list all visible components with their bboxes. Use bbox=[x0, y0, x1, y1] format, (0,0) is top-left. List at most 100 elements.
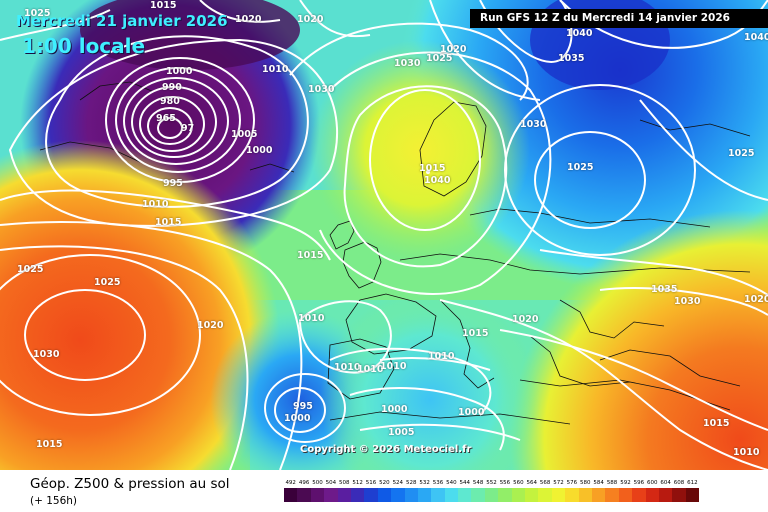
pressure-label: 1030 bbox=[674, 296, 701, 307]
pressure-label: 965 bbox=[156, 113, 176, 124]
scale-cell: 588 bbox=[605, 479, 619, 502]
scale-swatch bbox=[645, 488, 659, 502]
geopotential-field bbox=[0, 0, 768, 470]
pressure-label: 1000 bbox=[166, 66, 193, 77]
pressure-label: 1040 bbox=[566, 28, 593, 39]
pressure-label: 1015 bbox=[36, 439, 63, 450]
scale-swatch bbox=[404, 488, 418, 502]
scale-swatch bbox=[498, 488, 512, 502]
pressure-label: 1015 bbox=[462, 328, 489, 339]
scale-label: 588 bbox=[606, 480, 618, 486]
pressure-label: 1005 bbox=[388, 427, 415, 438]
scale-cell: 576 bbox=[565, 479, 579, 502]
scale-swatch bbox=[565, 488, 579, 502]
scale-swatch bbox=[618, 488, 633, 502]
pressure-label: 1010 bbox=[428, 351, 455, 362]
scale-swatch bbox=[538, 488, 552, 502]
pressure-label: 1010 bbox=[142, 199, 169, 210]
scale-label: 512 bbox=[352, 480, 363, 486]
pressure-label: 1010 bbox=[733, 447, 760, 458]
pressure-label: 1015 bbox=[703, 418, 730, 429]
scale-swatch bbox=[591, 488, 606, 502]
scale-label: 528 bbox=[405, 480, 417, 486]
copyright-label: Copyright © 2026 Meteociel.fr bbox=[300, 444, 472, 455]
scale-label: 492 bbox=[285, 480, 296, 486]
scale-swatch bbox=[685, 488, 700, 502]
scale-cell: 592 bbox=[618, 479, 633, 502]
pressure-label: 1010 bbox=[380, 361, 407, 372]
scale-label: 544 bbox=[459, 480, 471, 486]
scale-cell: 540 bbox=[444, 479, 459, 502]
scale-cell: 580 bbox=[578, 479, 592, 502]
scale-label: 560 bbox=[513, 480, 524, 486]
high-center-marker bbox=[426, 170, 430, 174]
scale-label: 592 bbox=[620, 480, 631, 486]
scale-label: 508 bbox=[339, 480, 350, 486]
pressure-label: 1020 bbox=[235, 14, 262, 25]
scale-swatch bbox=[525, 488, 539, 502]
scale-swatch bbox=[511, 488, 526, 502]
scale-label: 516 bbox=[365, 480, 377, 486]
scale-cell: 508 bbox=[337, 479, 351, 502]
forecast-date-label: Mercredi 21 janvier 2026 bbox=[16, 12, 228, 30]
scale-label: 500 bbox=[312, 480, 323, 486]
pressure-label: 1015 bbox=[150, 0, 177, 11]
pressure-label: 1000 bbox=[246, 145, 273, 156]
scale-swatch bbox=[364, 488, 378, 502]
pressure-label: 1035 bbox=[651, 284, 678, 295]
scale-swatch bbox=[391, 488, 405, 502]
scale-label: 532 bbox=[419, 480, 430, 486]
pressure-label: 1030 bbox=[33, 349, 60, 360]
scale-cell: 512 bbox=[350, 479, 365, 502]
scale-label: 596 bbox=[633, 480, 645, 486]
scale-label: 604 bbox=[660, 480, 671, 486]
scale-label: 524 bbox=[392, 480, 404, 486]
scale-swatch bbox=[658, 488, 673, 502]
legend-title: Géop. Z500 & pression au sol bbox=[30, 476, 230, 492]
pressure-label: 1020 bbox=[297, 14, 324, 25]
scale-label: 540 bbox=[446, 480, 457, 486]
scale-label: 536 bbox=[432, 480, 444, 486]
scale-cell: 548 bbox=[471, 479, 485, 502]
pressure-label: 1000 bbox=[284, 413, 311, 424]
weather-map: Mercredi 21 janvier 2026 1:00 locale Run… bbox=[0, 0, 768, 470]
pressure-label: 1020 bbox=[440, 44, 467, 55]
scale-label: 568 bbox=[539, 480, 551, 486]
scale-cell: 500 bbox=[310, 479, 325, 502]
scale-label: 612 bbox=[687, 480, 698, 486]
pressure-label: 1025 bbox=[17, 264, 44, 275]
scale-label: 572 bbox=[553, 480, 564, 486]
pressure-label: 1020 bbox=[197, 320, 224, 331]
scale-swatch bbox=[632, 488, 646, 502]
scale-cell: 552 bbox=[484, 479, 499, 502]
scale-label: 520 bbox=[379, 480, 390, 486]
run-info-label: Run GFS 12 Z du Mercredi 14 janvier 2026 bbox=[470, 9, 768, 28]
pressure-label: 1020 bbox=[512, 314, 539, 325]
pressure-label: 1040 bbox=[424, 175, 451, 186]
scale-cell: 608 bbox=[672, 479, 686, 502]
pressure-label: 1025 bbox=[728, 148, 755, 159]
pressure-label: 995 bbox=[293, 401, 313, 412]
scale-label: 580 bbox=[580, 480, 591, 486]
scale-swatch bbox=[284, 488, 298, 502]
scale-swatch bbox=[672, 488, 686, 502]
scale-cell: 492 bbox=[284, 479, 298, 502]
scale-cell: 584 bbox=[591, 479, 606, 502]
scale-cell: 496 bbox=[297, 479, 311, 502]
pressure-label: 97 bbox=[181, 123, 195, 134]
pressure-label: 1030 bbox=[520, 119, 547, 130]
scale-cell: 524 bbox=[391, 479, 405, 502]
scale-label: 552 bbox=[486, 480, 497, 486]
scale-swatch bbox=[458, 488, 472, 502]
scale-cell: 612 bbox=[685, 479, 700, 502]
pressure-label: 1025 bbox=[567, 162, 594, 173]
pressure-label: 990 bbox=[162, 82, 182, 93]
pressure-label: 1000 bbox=[458, 407, 485, 418]
scale-label: 496 bbox=[298, 480, 310, 486]
scale-swatch bbox=[444, 488, 459, 502]
pressure-label: 1015 bbox=[419, 163, 446, 174]
scale-swatch bbox=[551, 488, 566, 502]
scale-swatch bbox=[324, 488, 338, 502]
scale-swatch bbox=[484, 488, 499, 502]
pressure-label: 1030 bbox=[394, 58, 421, 69]
